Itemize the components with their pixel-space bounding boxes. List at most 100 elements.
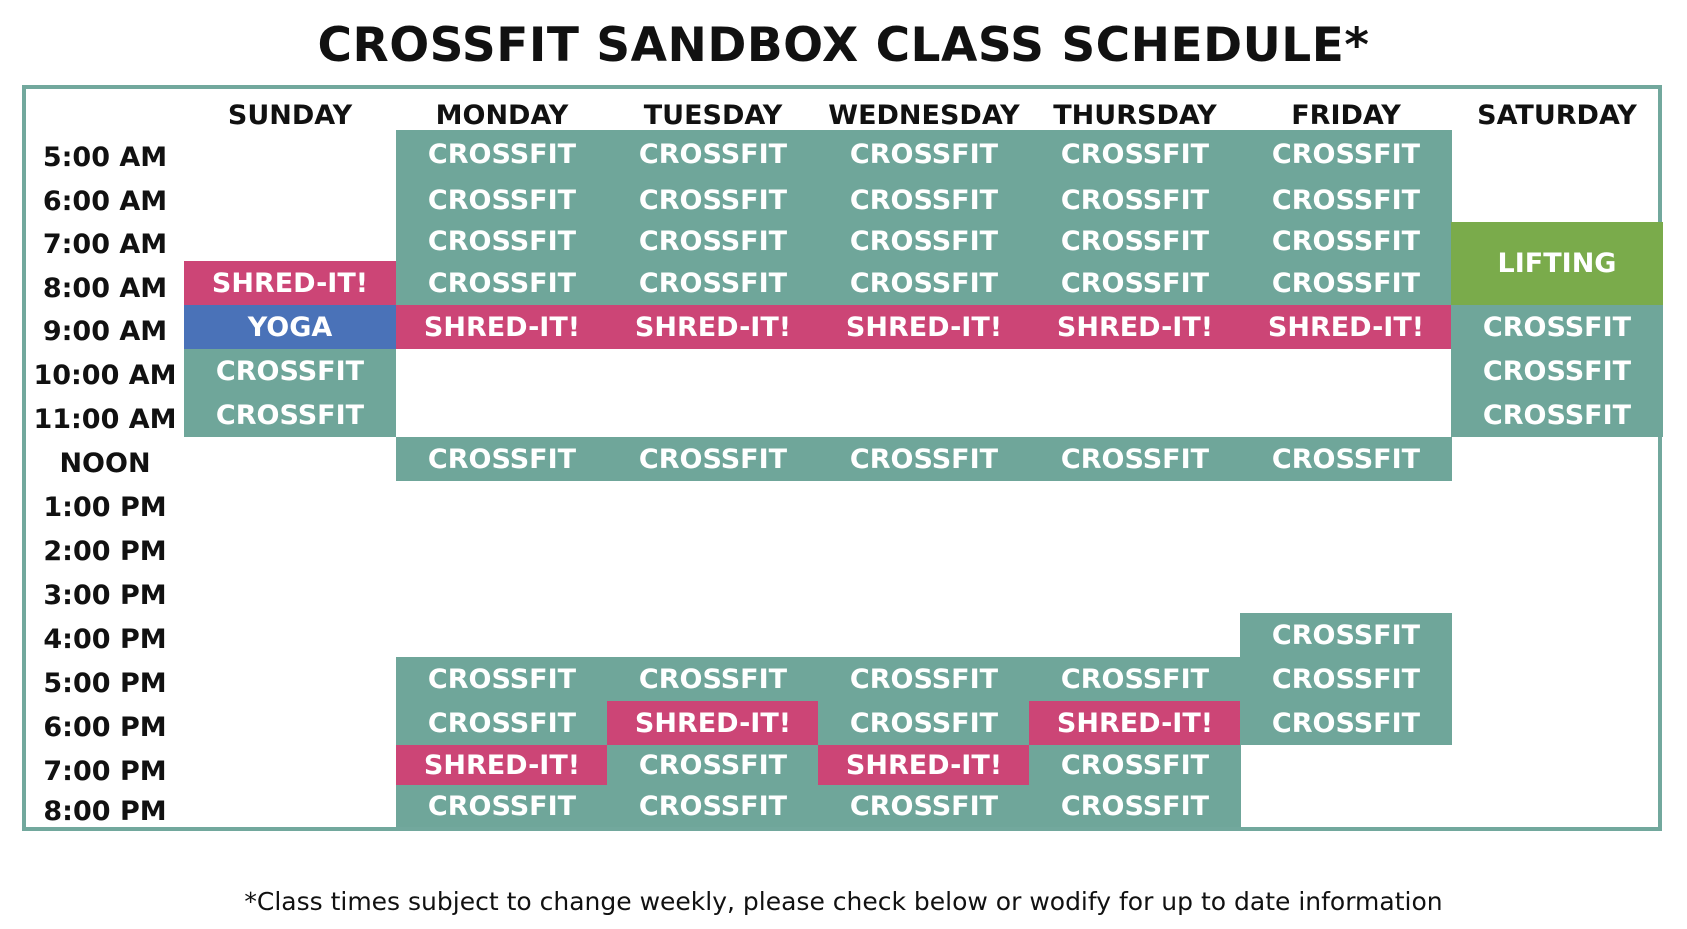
class-cell-monday-5-00-am: CROSSFIT xyxy=(396,130,608,178)
class-label: CROSSFIT xyxy=(427,443,577,475)
class-label: CROSSFIT xyxy=(638,790,788,822)
time-label-7-00-am: 7:00 AM xyxy=(42,229,168,260)
class-label: CROSSFIT xyxy=(1271,184,1421,216)
class-cell-friday-6-00-pm: CROSSFIT xyxy=(1240,701,1452,745)
class-cell-monday-8-00-pm: CROSSFIT xyxy=(396,785,608,827)
class-label: SHRED-IT! xyxy=(1056,707,1214,739)
class-label: CROSSFIT xyxy=(849,226,999,257)
day-header-tuesday: TUESDAY xyxy=(643,100,783,131)
class-cell-monday-7-00-pm: SHRED-IT! xyxy=(396,745,608,785)
class-cell-friday-noon: CROSSFIT xyxy=(1240,437,1452,481)
class-label: CROSSFIT xyxy=(1482,355,1632,387)
class-label: CROSSFIT xyxy=(638,663,788,695)
class-label: CROSSFIT xyxy=(1060,663,1210,695)
class-cell-wednesday-8-00-am: CROSSFIT xyxy=(818,261,1030,305)
class-cell-tuesday-5-00-am: CROSSFIT xyxy=(607,130,819,178)
class-label: LIFTING xyxy=(1497,248,1617,279)
day-header-friday: FRIDAY xyxy=(1291,100,1401,131)
class-label: SHRED-IT! xyxy=(634,707,792,739)
class-cell-tuesday-5-00-pm: CROSSFIT xyxy=(607,657,819,701)
time-label-9-00-am: 9:00 AM xyxy=(42,316,168,347)
class-label: CROSSFIT xyxy=(849,138,999,170)
class-label: CROSSFIT xyxy=(849,790,999,822)
class-cell-thursday-6-00-pm: SHRED-IT! xyxy=(1029,701,1241,745)
class-cell-wednesday-8-00-pm: CROSSFIT xyxy=(818,785,1030,827)
class-label: YOGA xyxy=(247,311,333,343)
class-label: CROSSFIT xyxy=(1271,619,1421,651)
time-label-2-00-pm: 2:00 PM xyxy=(43,536,167,567)
class-label: CROSSFIT xyxy=(1060,226,1210,257)
class-cell-friday-5-00-am: CROSSFIT xyxy=(1240,130,1452,178)
class-label: CROSSFIT xyxy=(1271,707,1421,739)
class-cell-sunday-10-00-am: CROSSFIT xyxy=(184,349,396,393)
class-cell-friday-8-00-am: CROSSFIT xyxy=(1240,261,1452,305)
class-cell-tuesday-6-00-am: CROSSFIT xyxy=(607,178,819,222)
class-label: CROSSFIT xyxy=(638,184,788,216)
class-cell-wednesday-6-00-pm: CROSSFIT xyxy=(818,701,1030,745)
class-label: CROSSFIT xyxy=(1271,663,1421,695)
class-cell-friday-7-00-am: CROSSFIT xyxy=(1240,222,1452,261)
class-cell-thursday-7-00-pm: CROSSFIT xyxy=(1029,745,1241,785)
class-label: CROSSFIT xyxy=(849,184,999,216)
time-label-8-00-am: 8:00 AM xyxy=(42,273,168,304)
class-cell-tuesday-6-00-pm: SHRED-IT! xyxy=(607,701,819,745)
class-label: CROSSFIT xyxy=(1271,267,1421,299)
class-label: CROSSFIT xyxy=(427,184,577,216)
class-cell-thursday-5-00-pm: CROSSFIT xyxy=(1029,657,1241,701)
class-label: SHRED-IT! xyxy=(423,311,581,343)
class-cell-wednesday-9-00-am: SHRED-IT! xyxy=(818,305,1030,349)
day-header-sunday: SUNDAY xyxy=(227,100,353,131)
class-cell-friday-6-00-am: CROSSFIT xyxy=(1240,178,1452,222)
time-label-5-00-am: 5:00 AM xyxy=(42,142,168,173)
class-label: SHRED-IT! xyxy=(845,749,1003,781)
class-label: CROSSFIT xyxy=(1271,443,1421,475)
class-label: CROSSFIT xyxy=(1060,443,1210,475)
class-cell-monday-9-00-am: SHRED-IT! xyxy=(396,305,608,349)
class-cell-monday-5-00-pm: CROSSFIT xyxy=(396,657,608,701)
class-cell-sunday-11-00-am: CROSSFIT xyxy=(184,393,396,437)
page-title: CROSSFIT SANDBOX CLASS SCHEDULE* xyxy=(317,18,1370,73)
class-cell-wednesday-7-00-am: CROSSFIT xyxy=(818,222,1030,261)
class-label: CROSSFIT xyxy=(638,749,788,781)
class-cell-wednesday-5-00-am: CROSSFIT xyxy=(818,130,1030,178)
day-header-wednesday: WEDNESDAY xyxy=(828,100,1020,131)
class-cell-tuesday-8-00-pm: CROSSFIT xyxy=(607,785,819,827)
class-label: CROSSFIT xyxy=(427,707,577,739)
class-cell-friday-9-00-am: SHRED-IT! xyxy=(1240,305,1452,349)
time-label-6-00-pm: 6:00 PM xyxy=(43,712,167,743)
time-label-3-00-pm: 3:00 PM xyxy=(43,580,167,611)
class-cell-wednesday-noon: CROSSFIT xyxy=(818,437,1030,481)
class-cell-wednesday-6-00-am: CROSSFIT xyxy=(818,178,1030,222)
footnote: *Class times subject to change weekly, p… xyxy=(244,887,1443,916)
time-label-7-00-pm: 7:00 PM xyxy=(43,756,167,787)
time-label-8-00-pm: 8:00 PM xyxy=(43,796,167,827)
time-label-6-00-am: 6:00 AM xyxy=(42,186,168,217)
class-cell-tuesday-7-00-am: CROSSFIT xyxy=(607,222,819,261)
class-label: CROSSFIT xyxy=(1271,138,1421,170)
class-label: CROSSFIT xyxy=(1060,267,1210,299)
class-cell-monday-noon: CROSSFIT xyxy=(396,437,608,481)
class-cell-friday-5-00-pm: CROSSFIT xyxy=(1240,657,1452,701)
class-cell-tuesday-7-00-pm: CROSSFIT xyxy=(607,745,819,785)
class-label: CROSSFIT xyxy=(1060,138,1210,170)
class-label: SHRED-IT! xyxy=(1056,311,1214,343)
class-label: CROSSFIT xyxy=(849,707,999,739)
class-label: CROSSFIT xyxy=(849,443,999,475)
class-cell-tuesday-9-00-am: SHRED-IT! xyxy=(607,305,819,349)
class-label: CROSSFIT xyxy=(638,267,788,299)
class-label: CROSSFIT xyxy=(1271,226,1421,257)
class-cell-thursday-8-00-pm: CROSSFIT xyxy=(1029,785,1241,827)
class-cell-saturday-10-00-am: CROSSFIT xyxy=(1451,349,1663,393)
class-cell-friday-4-00-pm: CROSSFIT xyxy=(1240,613,1452,657)
class-cell-monday-8-00-am: CROSSFIT xyxy=(396,261,608,305)
class-cell-monday-6-00-am: CROSSFIT xyxy=(396,178,608,222)
class-label: CROSSFIT xyxy=(215,399,365,431)
class-cell-wednesday-5-00-pm: CROSSFIT xyxy=(818,657,1030,701)
class-cell-monday-7-00-am: CROSSFIT xyxy=(396,222,608,261)
class-cell-wednesday-7-00-pm: SHRED-IT! xyxy=(818,745,1030,785)
class-cell-saturday-9-00-am: CROSSFIT xyxy=(1451,305,1663,349)
class-label: SHRED-IT! xyxy=(634,311,792,343)
class-label: CROSSFIT xyxy=(849,267,999,299)
class-cell-thursday-7-00-am: CROSSFIT xyxy=(1029,222,1241,261)
class-label: SHRED-IT! xyxy=(423,749,581,781)
